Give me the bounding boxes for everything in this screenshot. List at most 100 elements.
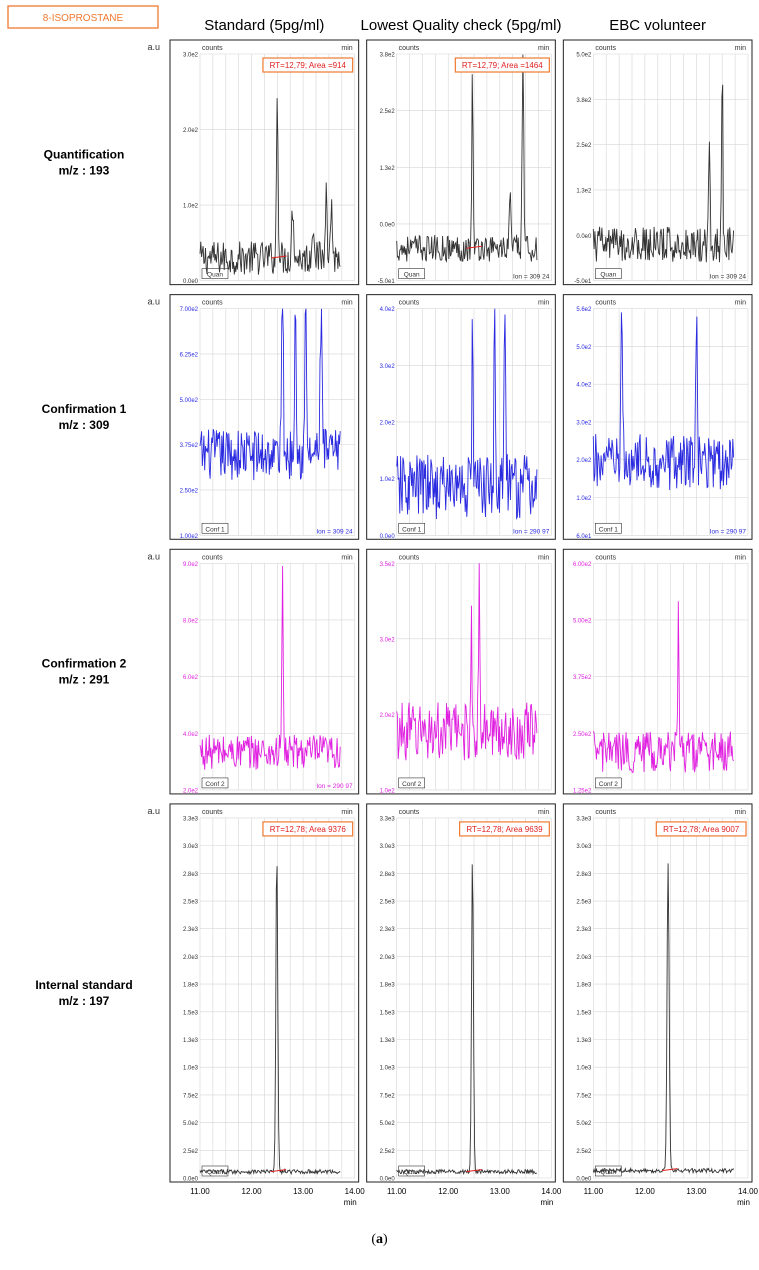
column-header-2: EBC volunteer [609, 17, 706, 34]
ytick-label: 1.0e3 [183, 1066, 199, 1072]
row-label-mz-2: m/z : 291 [59, 673, 110, 687]
trace-tag-box [201, 777, 229, 789]
ytick-label: 2.0e2 [380, 713, 396, 719]
peak-annotation: RT=12,78; Area 9639 [459, 821, 550, 837]
ytick-label: 2.0e2 [576, 458, 592, 464]
trace-tag-label: Quan [404, 272, 420, 279]
counts-label: counts [202, 809, 223, 816]
trace-tag-box [398, 522, 425, 534]
xtick-label: 12.00 [242, 1187, 263, 1196]
panel-1-3: 0.0e0 2.5e2 5.0e2 7.5e2 1.0e3 1.3e3 1.5e3 1.8e3… [366, 803, 562, 1207]
min-label: min [735, 809, 746, 816]
ytick-label: 3.3e3 [183, 816, 199, 822]
ytick-label: 3.0e2 [380, 637, 396, 643]
trace-tag: Quan [201, 268, 229, 279]
ytick-label: 1.3e2 [380, 166, 396, 172]
panel-2-3: 0.0e0 2.5e2 5.0e2 7.5e2 1.0e3 1.3e3 1.5e3 1.8e3… [562, 803, 759, 1207]
row-yunit-0: a.u [147, 42, 160, 52]
min-label: min [538, 809, 549, 816]
ytick-label: 2.3e3 [183, 927, 199, 933]
ytick-label: 3.0e2 [380, 364, 396, 370]
ytick-label: 4.0e2 [183, 732, 199, 738]
ytick-label: 1.25e2 [573, 788, 592, 794]
min-label: min [735, 554, 746, 561]
ytick-label: 5.00e2 [180, 398, 199, 404]
integration-baseline [466, 1169, 482, 1173]
caption-open: ( [371, 1232, 376, 1247]
counts-label: counts [202, 554, 223, 561]
min-label: min [341, 300, 352, 307]
integration-baseline [661, 1168, 678, 1172]
ytick-label: 1.5e3 [576, 1010, 592, 1016]
ytick-label: 5.0e2 [576, 53, 592, 59]
trace-tag-label: Conf 2 [599, 781, 619, 788]
compound-badge: 8-ISOPROSTANE [7, 5, 159, 29]
trace-line [592, 601, 734, 774]
ytick-label: 7.5e2 [183, 1093, 199, 1099]
trace-tag-label: Conf 1 [205, 526, 225, 533]
ytick-label: 2.0e2 [183, 128, 199, 134]
ytick-label: 1.0e2 [183, 204, 199, 210]
ytick-label: 5.0e2 [576, 1121, 592, 1127]
counts-label: counts [399, 45, 420, 52]
trace-tag-label: Quan [404, 1169, 420, 1176]
peak-annotation-text: RT=12,79; Area =914 [270, 61, 347, 70]
xtick-label: 14.00 [345, 1187, 366, 1196]
ytick-label: 5.0e2 [380, 1121, 396, 1127]
ytick-label: 2.5e2 [576, 143, 592, 149]
integration-baseline [271, 255, 287, 259]
ytick-label: 3.0e3 [183, 844, 199, 850]
trace-tag-label: Quan [207, 1169, 223, 1176]
ytick-label: 0.0e0 [576, 234, 592, 240]
peak-annotation: RT=12,78; Area 9376 [262, 821, 354, 837]
ytick-label: 2.0e2 [380, 420, 396, 426]
counts-label: counts [399, 554, 420, 561]
ytick-label: 7.00e2 [180, 307, 199, 313]
min-label: min [735, 45, 746, 52]
compound-badge-box [7, 5, 159, 29]
counts-label: counts [595, 809, 616, 816]
trace-tag-label: Conf 1 [402, 526, 422, 533]
xtick-label: 12.00 [438, 1187, 459, 1196]
ytick-label: 1.00e2 [180, 534, 199, 540]
row-label-title-0: Quantification [44, 147, 125, 161]
trace-line [592, 312, 735, 491]
ytick-label: 7.5e2 [380, 1093, 396, 1099]
ytick-label: 2.3e3 [576, 927, 592, 933]
ytick-label: 1.0e2 [380, 477, 396, 483]
ytick-label: 1.3e3 [380, 1038, 396, 1044]
trace-tag-label: Quan [207, 272, 223, 279]
ytick-label: 2.5e2 [183, 1149, 199, 1155]
panel-2-1: 6.0e1 1.0e2 2.0e2 3.0e2 4.0e2 5.0e2 5.6e2count… [562, 294, 753, 540]
ytick-label: 4.0e2 [576, 383, 592, 389]
ytick-label: -5.0e1 [378, 279, 396, 285]
ytick-label: 2.8e3 [380, 872, 396, 878]
min-label: min [341, 809, 352, 816]
compound-badge-label: 8-ISOPROSTANE [43, 13, 124, 24]
xtick-label: 11.00 [387, 1187, 407, 1196]
ytick-label: 1.5e3 [380, 1010, 396, 1016]
ytick-label: 1.8e3 [576, 983, 592, 989]
ytick-label: 1.0e3 [576, 1066, 592, 1072]
xaxis-unit: min [540, 1198, 553, 1207]
ytick-label: 3.5e2 [380, 562, 396, 568]
min-label: min [341, 554, 352, 561]
peak-annotation-box [262, 57, 354, 73]
integration-baseline [466, 245, 482, 249]
peak-annotation-box [459, 821, 550, 837]
ytick-label: 8.0e2 [183, 618, 199, 624]
xtick-label: 12.00 [635, 1187, 656, 1196]
trace-line [396, 54, 538, 263]
counts-label: counts [202, 300, 223, 307]
xtick-label: 13.00 [293, 1187, 314, 1196]
ytick-label: 2.0e2 [183, 788, 199, 794]
ytick-label: 6.0e1 [576, 534, 592, 540]
ytick-label: 2.50e2 [573, 732, 592, 738]
trace-line [199, 98, 341, 275]
ytick-label: -5.0e1 [574, 279, 592, 285]
ytick-label: 1.8e3 [183, 983, 199, 989]
trace-tag: Conf 2 [201, 777, 229, 789]
trace-tag-box [398, 268, 425, 279]
